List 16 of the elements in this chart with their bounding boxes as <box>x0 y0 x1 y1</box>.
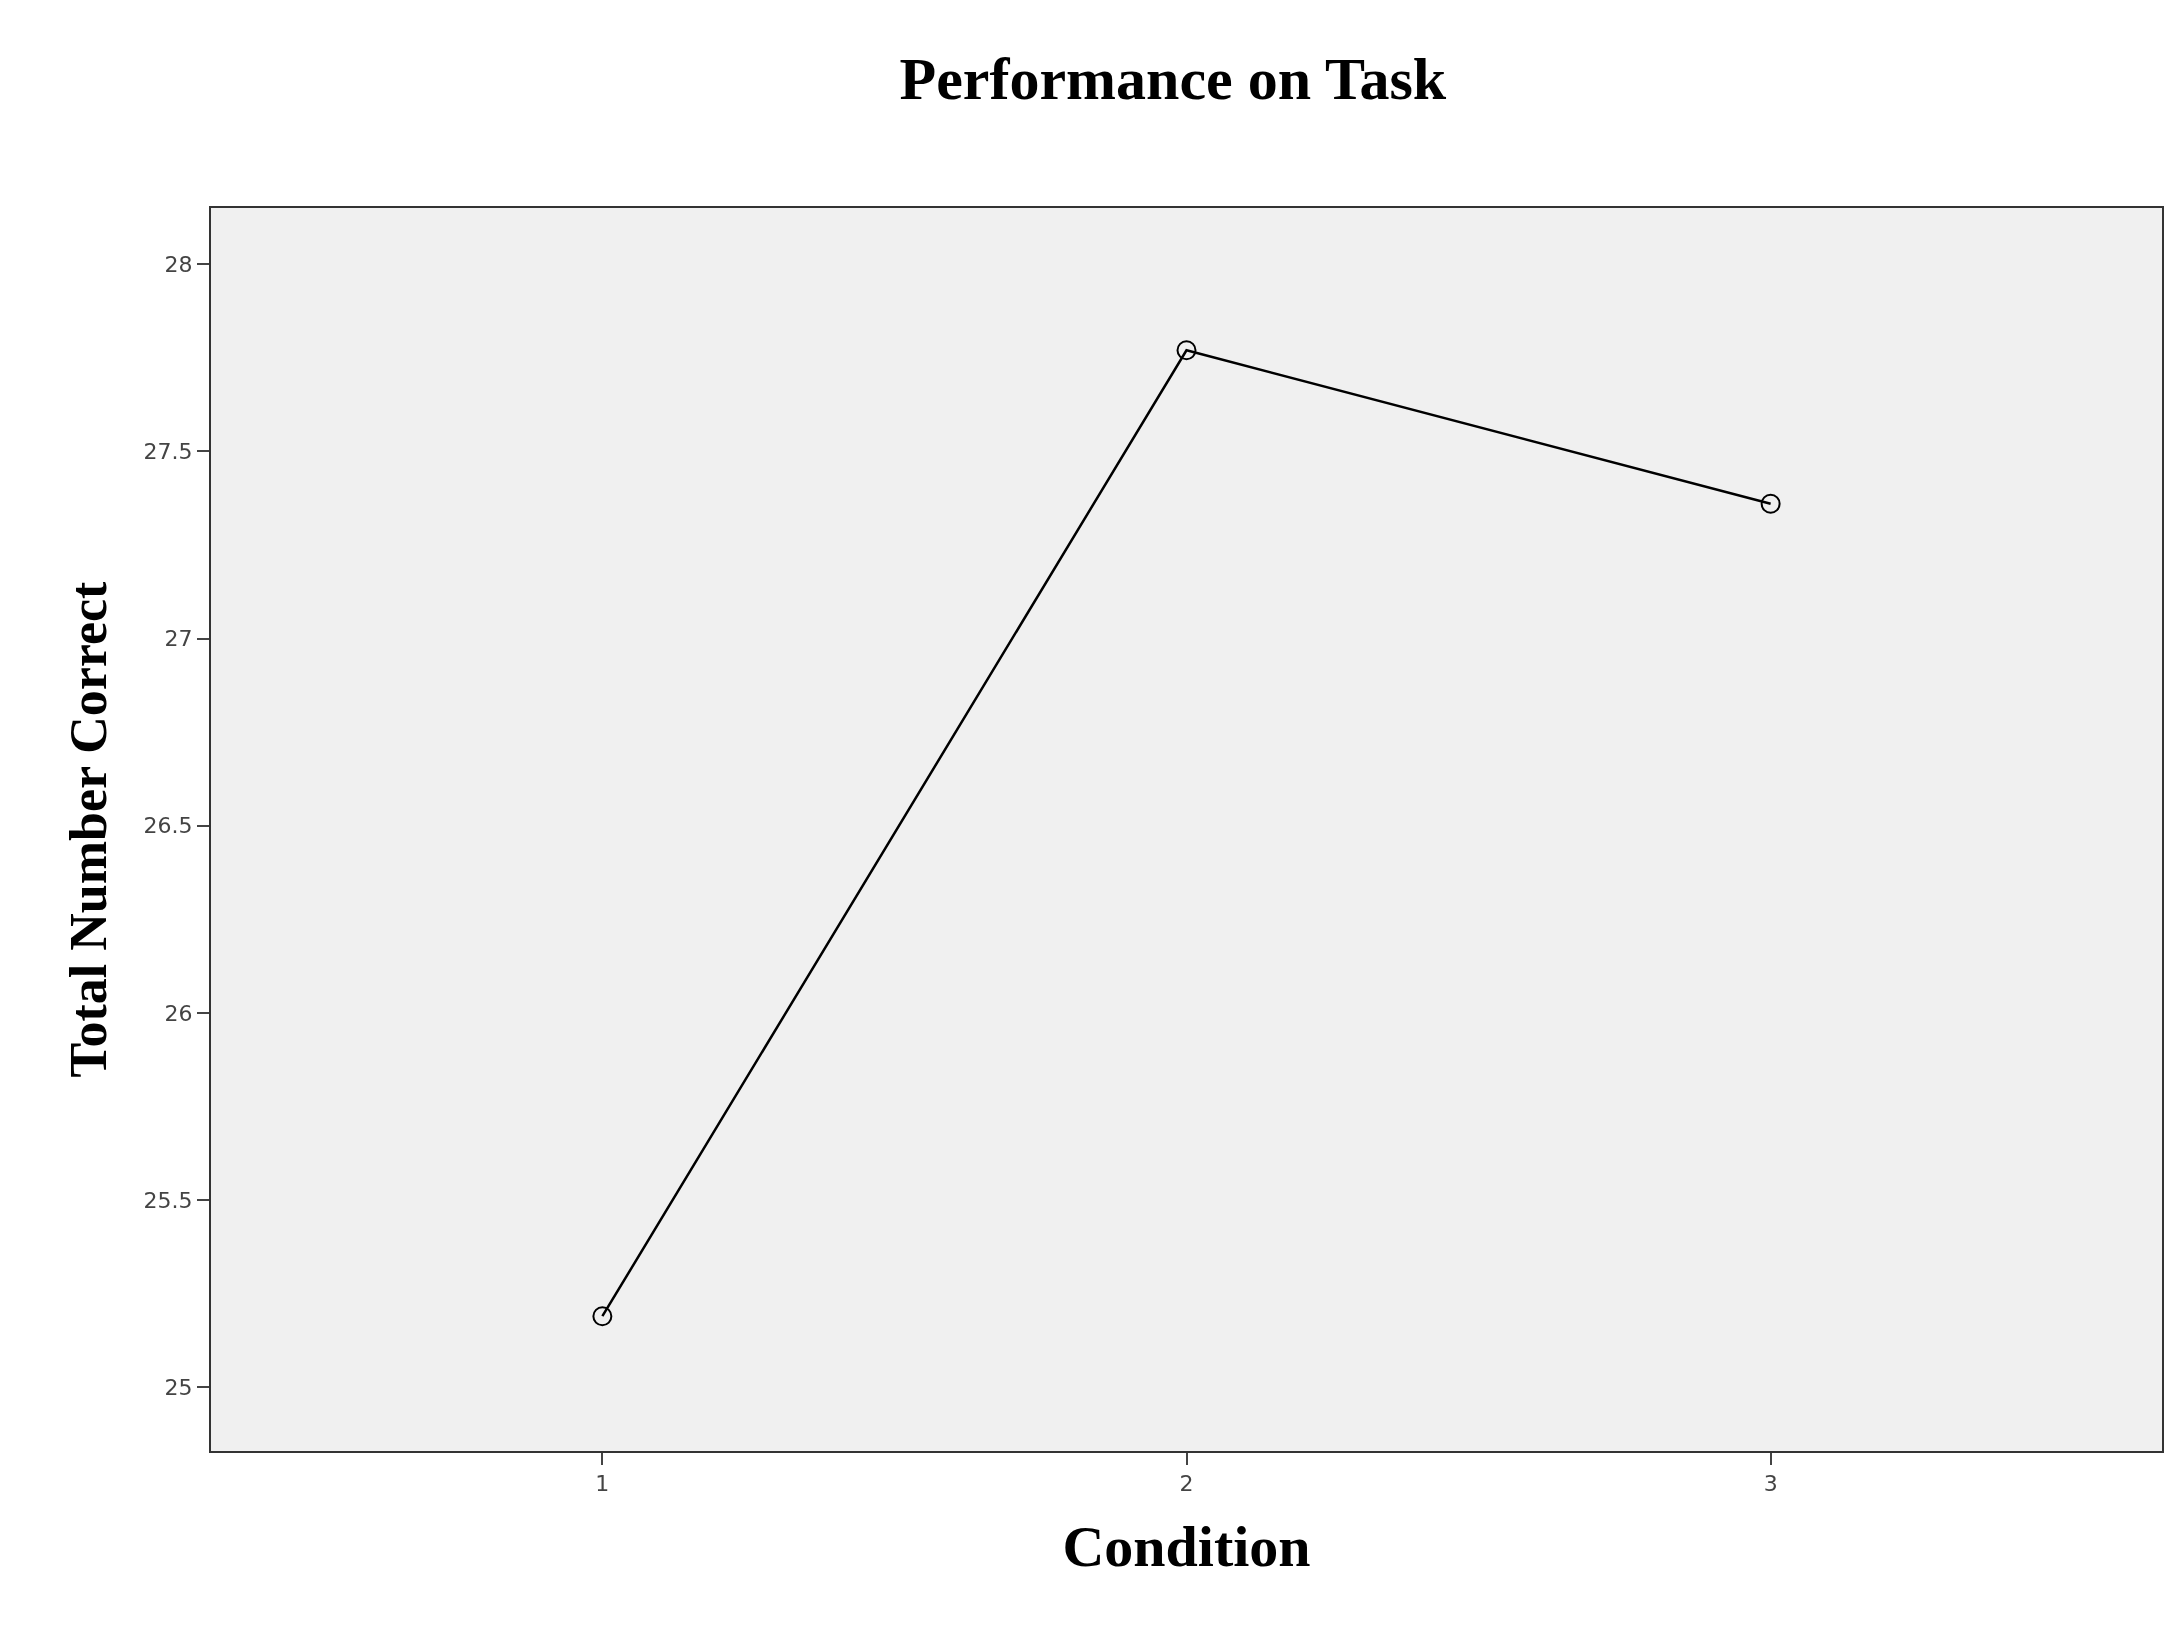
y-tick-label: 27 <box>164 626 193 652</box>
x-axis-title: Condition <box>1062 1514 1311 1579</box>
point <box>1760 493 1781 514</box>
y-tick-label: 25.5 <box>143 1187 193 1213</box>
chart-title: Performance on Task <box>899 46 1447 113</box>
y-tick-label: 25 <box>164 1375 193 1401</box>
y-axis-title: Total Number Correct <box>60 580 118 1078</box>
y-tick-label: 26 <box>164 1000 193 1026</box>
point <box>592 1306 613 1327</box>
x-tick-label: 3 <box>1763 1471 1778 1497</box>
point <box>1176 340 1197 361</box>
x-tick-label: 2 <box>1179 1471 1194 1497</box>
y-tick-label: 26.5 <box>143 813 193 839</box>
x-tick-label: 1 <box>595 1471 610 1497</box>
y-tick-label: 27.5 <box>143 439 193 465</box>
y-tick-label: 28 <box>164 251 193 277</box>
